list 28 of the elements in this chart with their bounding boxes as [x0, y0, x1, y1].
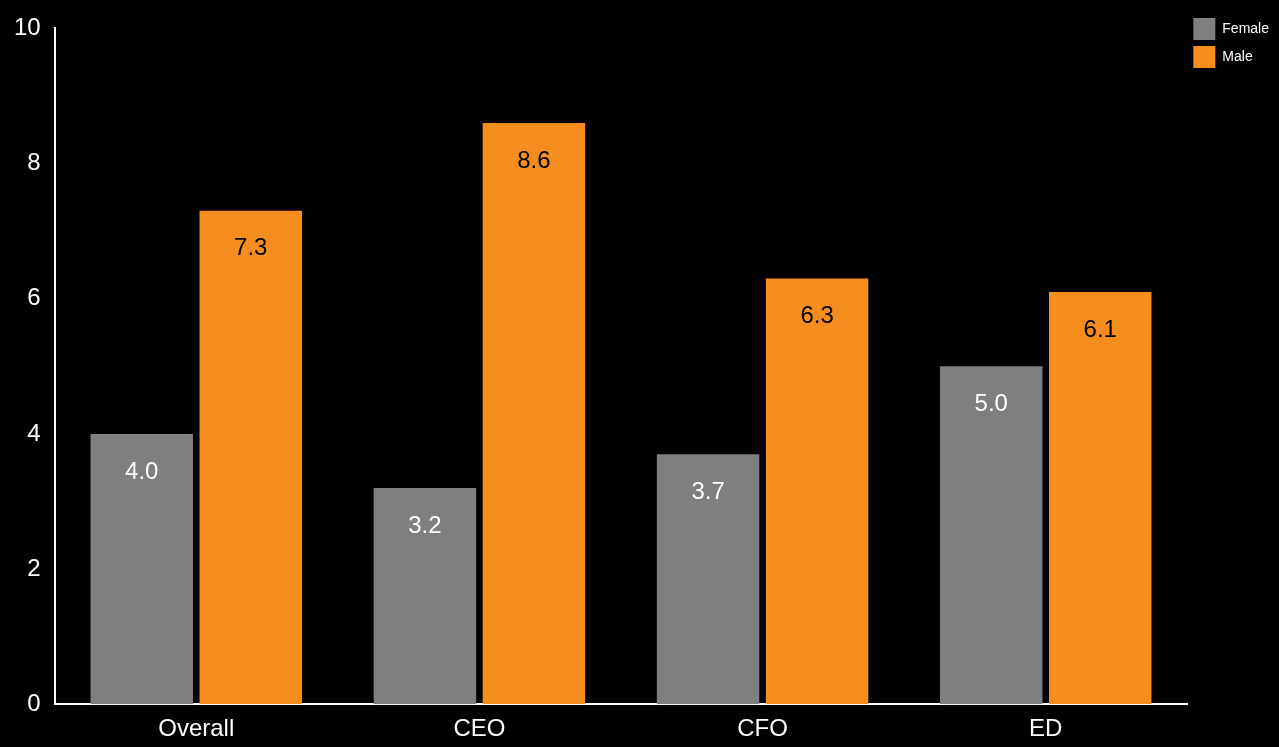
bar [765, 278, 869, 705]
y-tick-label: 8 [27, 148, 41, 176]
data-label: 6.1 [1083, 314, 1117, 342]
bar [940, 366, 1043, 705]
y-tick-label: 4 [27, 418, 41, 446]
y-tick-label: 10 [13, 13, 41, 41]
x-tick-label: Overall [158, 714, 235, 742]
data-label: 7.3 [234, 233, 268, 261]
bar [199, 210, 303, 705]
y-tick-label: 2 [27, 553, 41, 581]
y-tick-label: 6 [27, 283, 41, 311]
bar [90, 433, 193, 705]
x-tick-label: CEO [453, 714, 506, 742]
legend-label: Female [1222, 19, 1270, 36]
x-tick-label: ED [1029, 714, 1063, 742]
data-label: 8.6 [517, 145, 551, 173]
data-label: 6.3 [800, 301, 834, 329]
data-label: 4.0 [125, 456, 159, 484]
bar [482, 123, 586, 705]
y-tick-label: 0 [27, 688, 41, 716]
bar [373, 487, 477, 705]
data-label: 3.7 [691, 476, 725, 504]
legend-label: Male [1222, 47, 1253, 64]
data-label: 3.2 [408, 510, 442, 538]
x-tick-label: CFO [737, 714, 788, 742]
bar [1049, 291, 1152, 705]
bar [656, 454, 760, 705]
data-label: 5.0 [974, 388, 1008, 416]
